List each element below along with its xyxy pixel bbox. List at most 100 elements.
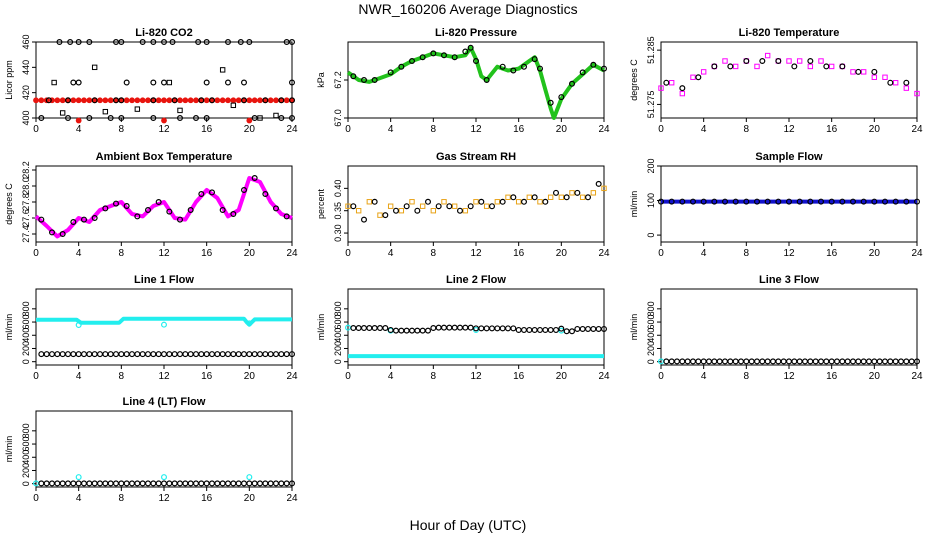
y-tick-label: 51.275: [646, 91, 656, 119]
x-tick-label: 16: [513, 371, 525, 382]
panel-line-4-lt-flow: Line 4 (LT) Flow ml/min 0 4 8 12 16 20 24 0 200400…: [4, 396, 298, 504]
data-point: [663, 358, 670, 365]
data-point: [177, 480, 184, 487]
x-tick-label: 16: [826, 248, 838, 259]
data-point: [520, 326, 527, 333]
y-tick-label: 400: [646, 328, 656, 343]
series-line: [34, 176, 293, 239]
data-point: [382, 212, 389, 219]
data-point: [123, 351, 130, 358]
data-point: [283, 351, 290, 358]
data-point: [214, 97, 221, 104]
data-point: [743, 57, 750, 64]
data-point: [689, 358, 696, 365]
y-tick-label: 28.2: [21, 161, 31, 179]
data-point: [230, 480, 237, 487]
data-point: [225, 79, 232, 86]
data-point: [187, 207, 194, 214]
data-point: [262, 191, 269, 198]
data-point: [807, 198, 814, 205]
x-tick-label: 8: [744, 248, 750, 259]
data-point: [150, 114, 157, 121]
data-point: [558, 94, 565, 101]
data-point: [75, 79, 82, 86]
data-point: [75, 351, 82, 358]
data-point: [403, 327, 410, 334]
data-point: [690, 74, 696, 80]
data-point: [600, 325, 607, 332]
data-point: [903, 79, 910, 86]
data-point: [161, 38, 168, 45]
data-point: [807, 57, 814, 64]
data-point: [505, 194, 511, 200]
data-point: [289, 38, 296, 45]
data-point: [446, 324, 453, 331]
y-tick-label: 0: [646, 233, 656, 238]
data-point: [198, 351, 205, 358]
data-point: [547, 326, 554, 333]
data-point: [558, 325, 565, 332]
data-point: [769, 358, 776, 365]
data-point: [251, 351, 258, 358]
x-tick-label: 0: [658, 248, 664, 259]
data-point: [182, 351, 189, 358]
data-point: [462, 208, 469, 214]
data-point: [595, 180, 602, 187]
data-point: [75, 474, 82, 481]
data-point: [791, 63, 798, 70]
data-point: [569, 190, 575, 196]
data-point: [150, 480, 157, 487]
x-tick-label: 20: [869, 248, 881, 259]
data-point: [241, 97, 248, 104]
data-point: [828, 198, 835, 205]
data-point: [193, 97, 199, 104]
data-point: [850, 69, 856, 75]
data-point: [219, 97, 226, 104]
data-point: [483, 325, 490, 332]
data-point: [241, 480, 248, 487]
data-point: [494, 325, 501, 332]
x-tick-label: 4: [388, 371, 394, 382]
data-point: [419, 203, 426, 209]
data-point: [860, 358, 867, 365]
data-point: [251, 97, 258, 104]
data-point: [203, 79, 210, 86]
x-tick-label: 4: [701, 248, 707, 259]
x-tick-label: 16: [513, 124, 525, 135]
data-point: [86, 38, 93, 45]
x-tick-label: 12: [158, 248, 170, 259]
data-point: [241, 187, 248, 194]
data-point: [839, 358, 846, 365]
data-point: [903, 198, 910, 205]
data-point: [892, 198, 899, 205]
data-point: [737, 358, 744, 365]
data-point: [536, 65, 543, 72]
data-point: [43, 351, 50, 358]
data-point: [54, 480, 61, 487]
data-point: [913, 198, 920, 205]
data-point: [595, 325, 602, 332]
y-axis-label: ml/min: [4, 314, 14, 341]
data-point: [574, 189, 581, 196]
data-point: [198, 480, 205, 487]
data-point: [203, 97, 210, 104]
data-point: [908, 358, 915, 365]
data-point: [499, 325, 506, 332]
data-point: [273, 480, 280, 487]
data-point: [80, 351, 87, 358]
data-point: [70, 97, 77, 104]
data-point: [145, 351, 152, 358]
data-point: [457, 207, 464, 214]
data-point: [366, 324, 373, 331]
panel-title: Li-820 CO2: [135, 27, 192, 39]
data-point: [700, 198, 707, 205]
x-tick-label: 0: [345, 371, 351, 382]
data-point: [45, 97, 52, 104]
series-red-dot: [75, 117, 253, 124]
x-tick-label: 8: [119, 248, 125, 259]
data-point: [241, 351, 248, 358]
data-point: [193, 114, 200, 121]
data-point: [499, 198, 506, 205]
data-point: [467, 324, 474, 331]
